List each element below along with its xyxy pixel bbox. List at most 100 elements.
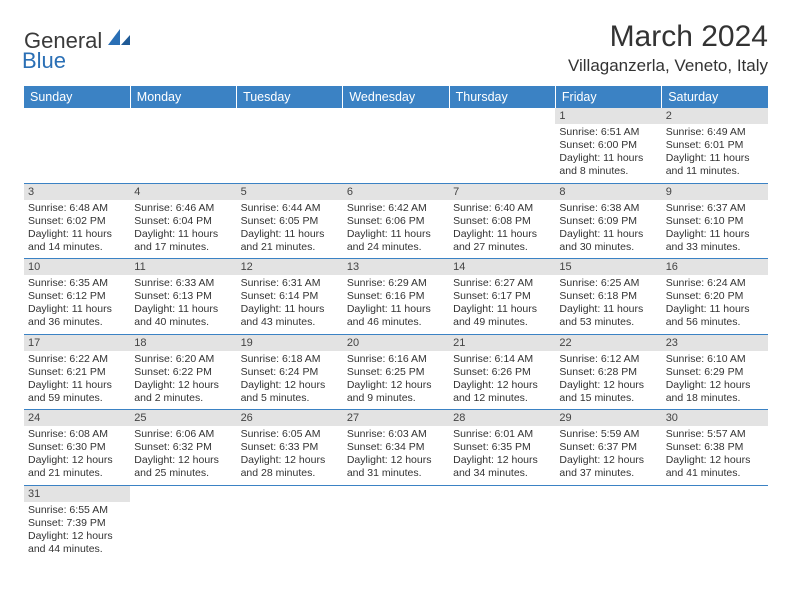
day-details: Sunrise: 6:27 AMSunset: 6:17 PMDaylight:…	[449, 275, 555, 334]
calendar-day-cell: 22Sunrise: 6:12 AMSunset: 6:28 PMDayligh…	[555, 334, 661, 410]
month-title: March 2024	[568, 20, 768, 54]
daylight-text: Daylight: 12 hours and 5 minutes.	[241, 379, 339, 405]
calendar-header-row: SundayMondayTuesdayWednesdayThursdayFrid…	[24, 86, 768, 108]
sunrise-text: Sunrise: 6:20 AM	[134, 353, 232, 366]
day-details: Sunrise: 6:42 AMSunset: 6:06 PMDaylight:…	[343, 200, 449, 259]
day-number: 31	[24, 486, 130, 502]
daylight-text: Daylight: 11 hours and 56 minutes.	[666, 303, 764, 329]
calendar-day-cell: 26Sunrise: 6:05 AMSunset: 6:33 PMDayligh…	[237, 410, 343, 486]
daylight-text: Daylight: 11 hours and 24 minutes.	[347, 228, 445, 254]
daylight-text: Daylight: 12 hours and 41 minutes.	[666, 454, 764, 480]
sunrise-text: Sunrise: 6:40 AM	[453, 202, 551, 215]
calendar-week-row: 1Sunrise: 6:51 AMSunset: 6:00 PMDaylight…	[24, 108, 768, 183]
sunset-text: Sunset: 6:18 PM	[559, 290, 657, 303]
calendar-day-cell	[237, 485, 343, 560]
sunrise-text: Sunrise: 6:01 AM	[453, 428, 551, 441]
sunset-text: Sunset: 6:37 PM	[559, 441, 657, 454]
daylight-text: Daylight: 12 hours and 44 minutes.	[28, 530, 126, 556]
sunrise-text: Sunrise: 6:10 AM	[666, 353, 764, 366]
calendar-day-cell	[555, 485, 661, 560]
calendar-day-cell: 23Sunrise: 6:10 AMSunset: 6:29 PMDayligh…	[662, 334, 768, 410]
day-details: Sunrise: 6:03 AMSunset: 6:34 PMDaylight:…	[343, 426, 449, 485]
calendar-day-cell: 13Sunrise: 6:29 AMSunset: 6:16 PMDayligh…	[343, 259, 449, 335]
sunrise-text: Sunrise: 6:55 AM	[28, 504, 126, 517]
day-number: 8	[555, 184, 661, 200]
day-details: Sunrise: 6:08 AMSunset: 6:30 PMDaylight:…	[24, 426, 130, 485]
daylight-text: Daylight: 11 hours and 53 minutes.	[559, 303, 657, 329]
day-number: 28	[449, 410, 555, 426]
sunrise-text: Sunrise: 6:38 AM	[559, 202, 657, 215]
daylight-text: Daylight: 12 hours and 37 minutes.	[559, 454, 657, 480]
sunrise-text: Sunrise: 6:18 AM	[241, 353, 339, 366]
calendar-day-cell: 27Sunrise: 6:03 AMSunset: 6:34 PMDayligh…	[343, 410, 449, 486]
sunset-text: Sunset: 6:12 PM	[28, 290, 126, 303]
day-details: Sunrise: 6:49 AMSunset: 6:01 PMDaylight:…	[662, 124, 768, 183]
sunset-text: Sunset: 6:26 PM	[453, 366, 551, 379]
day-details: Sunrise: 6:40 AMSunset: 6:08 PMDaylight:…	[449, 200, 555, 259]
daylight-text: Daylight: 12 hours and 9 minutes.	[347, 379, 445, 405]
calendar-day-cell: 6Sunrise: 6:42 AMSunset: 6:06 PMDaylight…	[343, 183, 449, 259]
daylight-text: Daylight: 12 hours and 15 minutes.	[559, 379, 657, 405]
day-number: 2	[662, 108, 768, 124]
day-details: Sunrise: 6:38 AMSunset: 6:09 PMDaylight:…	[555, 200, 661, 259]
day-number: 14	[449, 259, 555, 275]
day-details: Sunrise: 6:35 AMSunset: 6:12 PMDaylight:…	[24, 275, 130, 334]
daylight-text: Daylight: 11 hours and 40 minutes.	[134, 303, 232, 329]
daylight-text: Daylight: 11 hours and 33 minutes.	[666, 228, 764, 254]
day-number: 23	[662, 335, 768, 351]
calendar-week-row: 10Sunrise: 6:35 AMSunset: 6:12 PMDayligh…	[24, 259, 768, 335]
day-number: 13	[343, 259, 449, 275]
sunset-text: Sunset: 6:05 PM	[241, 215, 339, 228]
calendar-day-cell: 18Sunrise: 6:20 AMSunset: 6:22 PMDayligh…	[130, 334, 236, 410]
daylight-text: Daylight: 12 hours and 25 minutes.	[134, 454, 232, 480]
day-number: 5	[237, 184, 343, 200]
calendar-day-cell: 25Sunrise: 6:06 AMSunset: 6:32 PMDayligh…	[130, 410, 236, 486]
day-number: 18	[130, 335, 236, 351]
sunset-text: Sunset: 6:00 PM	[559, 139, 657, 152]
weekday-header: Monday	[130, 86, 236, 108]
sunset-text: Sunset: 6:13 PM	[134, 290, 232, 303]
day-number: 12	[237, 259, 343, 275]
day-details: Sunrise: 6:06 AMSunset: 6:32 PMDaylight:…	[130, 426, 236, 485]
day-details: Sunrise: 6:51 AMSunset: 6:00 PMDaylight:…	[555, 124, 661, 183]
calendar-day-cell: 4Sunrise: 6:46 AMSunset: 6:04 PMDaylight…	[130, 183, 236, 259]
day-number: 26	[237, 410, 343, 426]
sunrise-text: Sunrise: 6:51 AM	[559, 126, 657, 139]
calendar-day-cell: 17Sunrise: 6:22 AMSunset: 6:21 PMDayligh…	[24, 334, 130, 410]
day-details: Sunrise: 6:48 AMSunset: 6:02 PMDaylight:…	[24, 200, 130, 259]
day-number: 6	[343, 184, 449, 200]
daylight-text: Daylight: 11 hours and 27 minutes.	[453, 228, 551, 254]
sunrise-text: Sunrise: 6:27 AM	[453, 277, 551, 290]
daylight-text: Daylight: 11 hours and 59 minutes.	[28, 379, 126, 405]
daylight-text: Daylight: 12 hours and 21 minutes.	[28, 454, 126, 480]
weekday-header: Thursday	[449, 86, 555, 108]
daylight-text: Daylight: 12 hours and 31 minutes.	[347, 454, 445, 480]
calendar-day-cell: 29Sunrise: 5:59 AMSunset: 6:37 PMDayligh…	[555, 410, 661, 486]
sunset-text: Sunset: 6:20 PM	[666, 290, 764, 303]
daylight-text: Daylight: 11 hours and 30 minutes.	[559, 228, 657, 254]
daylight-text: Daylight: 11 hours and 43 minutes.	[241, 303, 339, 329]
calendar-day-cell: 14Sunrise: 6:27 AMSunset: 6:17 PMDayligh…	[449, 259, 555, 335]
day-number: 29	[555, 410, 661, 426]
sunset-text: Sunset: 6:17 PM	[453, 290, 551, 303]
day-number: 7	[449, 184, 555, 200]
calendar-day-cell	[343, 108, 449, 183]
day-number: 4	[130, 184, 236, 200]
daylight-text: Daylight: 11 hours and 46 minutes.	[347, 303, 445, 329]
day-number: 19	[237, 335, 343, 351]
sunrise-text: Sunrise: 6:08 AM	[28, 428, 126, 441]
weekday-header: Tuesday	[237, 86, 343, 108]
calendar-day-cell: 1Sunrise: 6:51 AMSunset: 6:00 PMDaylight…	[555, 108, 661, 183]
calendar-day-cell	[662, 485, 768, 560]
calendar-day-cell: 30Sunrise: 5:57 AMSunset: 6:38 PMDayligh…	[662, 410, 768, 486]
day-number: 30	[662, 410, 768, 426]
calendar-day-cell: 21Sunrise: 6:14 AMSunset: 6:26 PMDayligh…	[449, 334, 555, 410]
sunrise-text: Sunrise: 6:46 AM	[134, 202, 232, 215]
calendar-day-cell: 8Sunrise: 6:38 AMSunset: 6:09 PMDaylight…	[555, 183, 661, 259]
sunset-text: Sunset: 6:16 PM	[347, 290, 445, 303]
calendar-day-cell: 20Sunrise: 6:16 AMSunset: 6:25 PMDayligh…	[343, 334, 449, 410]
calendar-day-cell: 9Sunrise: 6:37 AMSunset: 6:10 PMDaylight…	[662, 183, 768, 259]
sunrise-text: Sunrise: 6:25 AM	[559, 277, 657, 290]
day-details: Sunrise: 6:20 AMSunset: 6:22 PMDaylight:…	[130, 351, 236, 410]
calendar-day-cell: 5Sunrise: 6:44 AMSunset: 6:05 PMDaylight…	[237, 183, 343, 259]
